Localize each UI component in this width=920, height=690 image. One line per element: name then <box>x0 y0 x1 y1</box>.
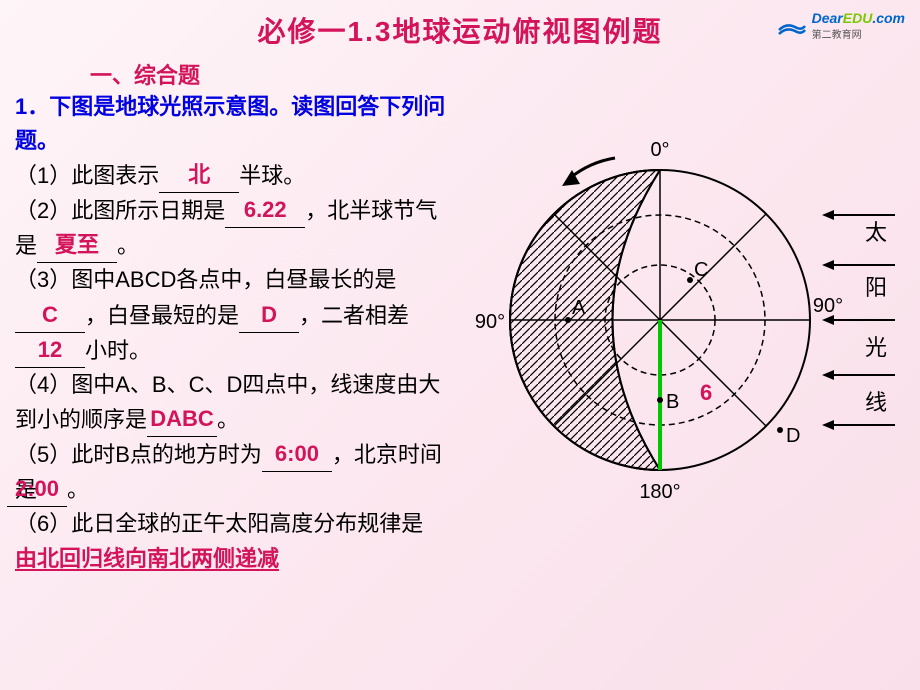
q4: （4）图中A、B、C、D四点中，线速度由大到小的顺序是DABC。 <box>15 368 450 437</box>
q6: （6）此日全球的正午太阳高度分布规律是 <box>15 507 450 541</box>
q1: （1）此图表示北半球。 <box>15 158 450 193</box>
svg-text:阳: 阳 <box>865 275 887 300</box>
q2: （2）此图所示日期是6.22，北半球节气是夏至。 <box>15 193 450 263</box>
content-area: 1．下图是地球光照示意图。读图回答下列问题。 （1）此图表示北半球。 （2）此图… <box>0 90 920 541</box>
logo-subtitle: 第二教育网 <box>812 26 905 41</box>
question-text: 1．下图是地球光照示意图。读图回答下列问题。 （1）此图表示北半球。 （2）此图… <box>15 90 450 541</box>
svg-text:光: 光 <box>865 335 887 360</box>
svg-text:A: A <box>572 297 586 319</box>
svg-text:线: 线 <box>865 390 887 415</box>
svg-text:C: C <box>694 259 708 281</box>
svg-text:太: 太 <box>865 220 887 245</box>
logo: DearEDU.com 第二教育网 <box>777 10 905 41</box>
six-label: 6 <box>700 380 712 406</box>
question-lead: 1．下图是地球光照示意图。读图回答下列问题。 <box>15 94 445 153</box>
svg-text:90°: 90° <box>475 311 505 333</box>
svg-text:180°: 180° <box>639 481 680 503</box>
section-header: 一、综合题 <box>90 58 920 90</box>
svg-text:0°: 0° <box>650 139 669 161</box>
q3: （3）图中ABCD各点中，白昼最长的是C，白昼最短的是D，二者相差12小时。 <box>15 263 450 367</box>
svg-text:D: D <box>786 425 800 447</box>
svg-text:B: B <box>666 391 679 413</box>
diagram-container: 0° 90° 90° 180° A B C D 太 阳 光 线 6 <box>450 90 905 541</box>
logo-brand: DearEDU.com <box>812 10 905 26</box>
q5: （5）此时B点的地方时为6:00，北京时间是2:00。 <box>15 437 450 507</box>
q6-answer: 由北回归线向南北两侧递减 <box>15 541 920 573</box>
earth-diagram: 0° 90° 90° 180° A B C D 太 阳 光 线 <box>450 120 900 520</box>
logo-icon <box>777 16 807 36</box>
svg-text:90°: 90° <box>813 295 843 317</box>
